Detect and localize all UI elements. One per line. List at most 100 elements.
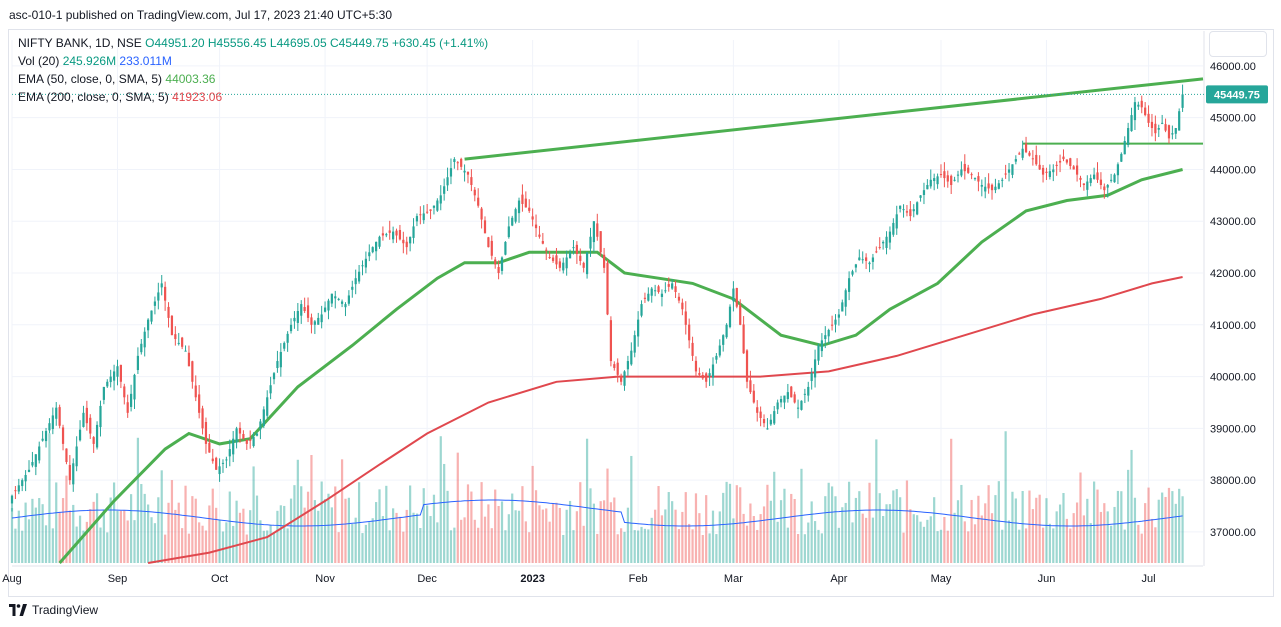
candle-body [385, 234, 388, 236]
volume-bar [143, 493, 146, 563]
candle-body [946, 175, 949, 182]
volume-bar [228, 491, 231, 563]
volume-bar [640, 526, 643, 563]
volume-bar [1007, 520, 1011, 563]
candle-body [187, 352, 191, 367]
candle-body [718, 345, 721, 356]
volume-bar [878, 493, 881, 563]
volume-bar [572, 530, 575, 563]
candle-body [637, 319, 640, 337]
volume-bar [320, 481, 323, 563]
chart-frame [8, 29, 1274, 597]
volume-bar [534, 490, 538, 563]
x-tick-label: Nov [315, 573, 335, 585]
candle-body [1065, 159, 1068, 163]
volume-bar [946, 530, 949, 563]
candle-body [1082, 183, 1086, 185]
volume-bar [184, 485, 187, 563]
candle-body [701, 375, 704, 379]
candle-body [1018, 153, 1021, 155]
volume-bar [599, 501, 602, 563]
volume-bar [647, 529, 650, 563]
last-price-label: 45449.75 [1214, 89, 1260, 101]
candle-body [1024, 143, 1028, 153]
volume-bar [487, 504, 490, 563]
volume-bar [711, 510, 715, 563]
volume-bar [517, 510, 521, 563]
legend-ema50-row[interactable]: EMA (50, close, 0, SMA, 5) 44003.36 [18, 70, 488, 88]
volume-bar [1154, 527, 1157, 563]
candle-body [728, 306, 732, 328]
candle-body [456, 162, 459, 164]
candle-body [463, 170, 466, 173]
volume-bar [378, 489, 381, 563]
candle-body [524, 198, 527, 208]
candle-body [218, 466, 221, 475]
candle-body [1075, 165, 1079, 175]
candle-body [596, 223, 599, 237]
candle-body [415, 216, 419, 222]
candle-body [905, 211, 909, 213]
candle-body [371, 247, 374, 253]
candle-body [1001, 179, 1004, 181]
volume-bar [477, 527, 480, 563]
volume-bar [769, 500, 772, 563]
y-tick-label: 45000.00 [1210, 113, 1256, 125]
volume-bar [606, 468, 609, 563]
volume-bar [58, 511, 61, 563]
legend-ema200-row[interactable]: EMA (200, close, 0, SMA, 5) 41923.06 [18, 88, 488, 106]
indicator-layer [58, 77, 1204, 564]
volume-bar [1093, 481, 1096, 563]
volume-bar [922, 526, 926, 563]
candle-body [545, 249, 548, 251]
volume-bar [109, 497, 112, 563]
candle-body [752, 390, 755, 403]
candle-body [769, 419, 772, 425]
legend-symbol: NIFTY BANK, 1D, NSE [18, 36, 142, 50]
volume-bar [368, 522, 371, 563]
candle-body [599, 231, 602, 253]
volume-bar [449, 530, 453, 563]
candle-body [762, 419, 766, 424]
volume-bar [252, 466, 255, 563]
volume-bar [551, 503, 555, 563]
candle-body [181, 337, 184, 347]
candle-body [1048, 171, 1051, 177]
candle-body [793, 394, 796, 403]
volume-bar [480, 482, 483, 563]
candle-body [1093, 174, 1096, 179]
volume-bar [970, 499, 973, 563]
candle-body [1007, 169, 1011, 173]
candle-body [1174, 128, 1177, 134]
volume-bar [306, 491, 310, 563]
legend-symbol-row[interactable]: NIFTY BANK, 1D, NSE O44951.20 H45556.45 … [18, 34, 488, 52]
candle-body [310, 317, 313, 325]
y-tick-label: 41000.00 [1210, 320, 1256, 332]
volume-bar [830, 486, 834, 563]
volume-bar [745, 525, 749, 563]
volume-bar [14, 528, 17, 563]
volume-bar [483, 516, 487, 563]
volume-bar [1178, 488, 1181, 563]
candle-body [1120, 153, 1123, 162]
price-scale-button[interactable] [1209, 31, 1267, 57]
volume-bar [882, 516, 885, 563]
candle-body [116, 366, 119, 377]
legend-volume-row[interactable]: Vol (20) 245.926M 233.011M [18, 52, 488, 70]
candle-body [528, 207, 531, 211]
volume-bar [950, 438, 953, 563]
candle-body [143, 331, 146, 348]
volume-bar [507, 514, 510, 563]
candle-body [357, 271, 361, 282]
volume-bar [147, 504, 150, 563]
candle-body [585, 252, 589, 275]
volume-bar [742, 513, 745, 563]
volume-bar [68, 510, 71, 563]
volume-bar [129, 494, 133, 563]
candle-layer [10, 84, 1184, 512]
x-tick-label: Jul [1142, 573, 1156, 585]
candle-body [813, 359, 817, 378]
volume-bar [1144, 503, 1147, 563]
y-tick-label: 46000.00 [1210, 61, 1256, 73]
